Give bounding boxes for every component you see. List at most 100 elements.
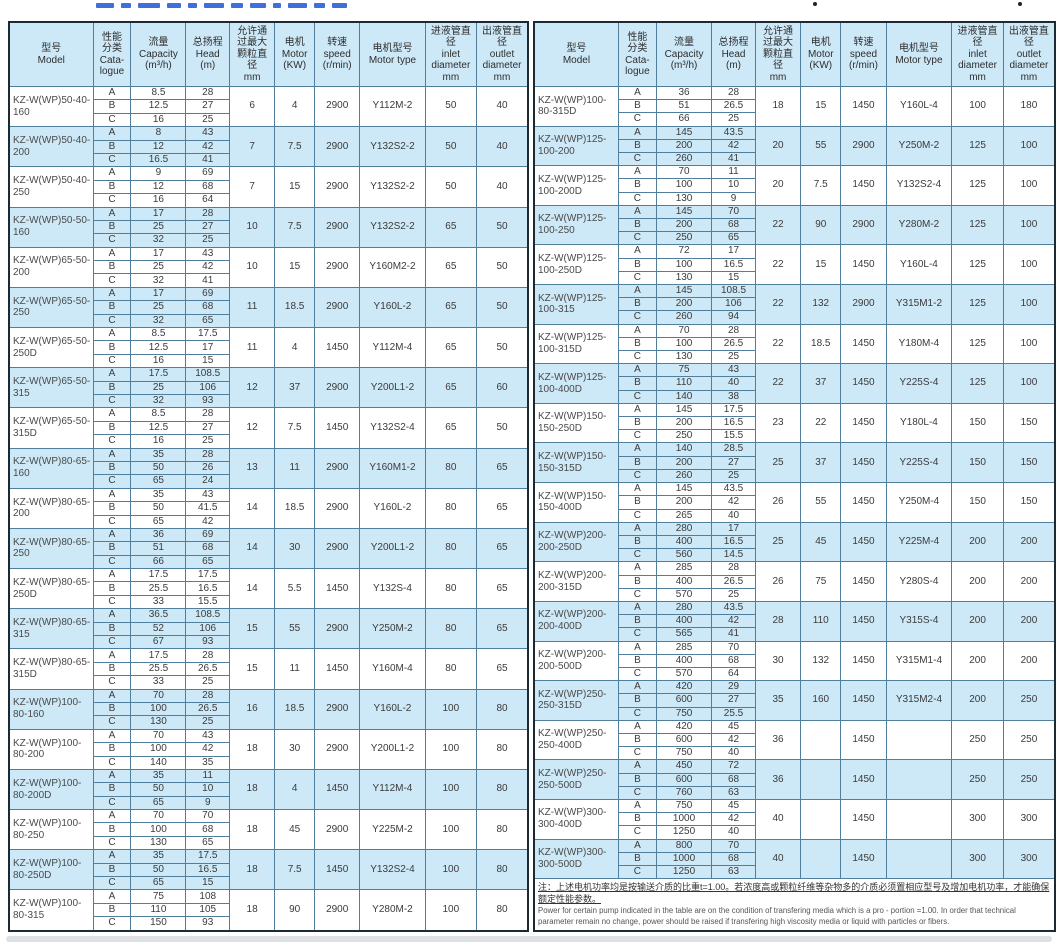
table-row: KZ-W(WP)100-80-315 A 75 108 18 90 2900 Y280M-2 1… — [8, 889, 529, 932]
model-cell: KZ-W(WP)65-50-315D — [8, 407, 94, 449]
outlet-cell: 100 — [1002, 244, 1056, 286]
capacity-cell: 570 — [655, 666, 713, 682]
motor-type-cell: Y180M-4 — [885, 323, 953, 365]
table-row: KZ-W(WP)200-200-315D A 285 28 26 75 1450 Y280S-… — [533, 561, 1056, 602]
speed-cell: 1450 — [840, 759, 887, 800]
model-cell: KZ-W(WP)100-80-315 — [8, 889, 94, 932]
capacity-cell: 285 — [655, 561, 713, 576]
capacity-cell: 70 — [655, 165, 713, 180]
col-header-model: 型号 Model — [8, 21, 94, 87]
inlet-cell: 150 — [951, 442, 1004, 484]
head-cell: 26.5 — [185, 661, 231, 677]
catalogue-cell: A — [92, 688, 132, 703]
catalogue-cell: C — [92, 715, 132, 730]
model-cell: KZ-W(WP)80-65-160 — [8, 447, 94, 489]
motor-type-cell: Y112M-2 — [359, 85, 426, 128]
capacity-cell: 9 — [130, 166, 187, 181]
head-cell: 68 — [711, 218, 756, 233]
head-cell: 42 — [185, 260, 231, 275]
table-row: B 52 106 — [9, 621, 528, 637]
motor-kw-cell: 30 — [274, 728, 316, 770]
head-cell: 25 — [711, 350, 756, 365]
head-cell: 10 — [185, 782, 231, 797]
table-row: KZ-W(WP)100-80-200 A 70 43 18 30 2900 Y200L1-2 1… — [8, 728, 529, 770]
head-cell: 17.5 — [185, 849, 231, 864]
motor-kw-cell: 18.5 — [274, 688, 316, 730]
table-row: KZ-W(WP)125-100-400D A 75 43 22 37 1450 Y225S-4… — [533, 363, 1056, 404]
catalogue-cell: B — [92, 300, 132, 315]
head-cell: 93 — [185, 393, 231, 409]
motor-kw-cell: 11 — [274, 648, 316, 690]
capacity-cell: 17 — [130, 206, 187, 221]
model-cell: KZ-W(WP)300-300-400D — [533, 798, 619, 840]
capacity-cell: 1000 — [655, 812, 713, 827]
table-row: C 140 38 — [534, 389, 1055, 404]
table-row: KZ-W(WP)200-200-400D A 280 43.5 28 110 1450 Y31… — [533, 600, 1056, 642]
catalogue-cell: A — [617, 125, 657, 140]
table-row: C 16 15 — [9, 353, 528, 369]
particle-cell: 22 — [754, 323, 802, 365]
catalogue-cell: B — [617, 574, 657, 589]
motor-type-cell: Y250M-4 — [885, 482, 953, 523]
speed-cell: 2900 — [314, 286, 361, 329]
capacity-cell: 65 — [130, 514, 187, 529]
catalogue-cell: A — [92, 527, 132, 543]
head-cell: 70 — [711, 204, 756, 220]
table-row: C 33 25 — [9, 675, 528, 690]
motor-type-cell: Y160M2-2 — [359, 246, 426, 288]
capacity-cell: 100 — [130, 822, 187, 837]
head-cell: 105 — [185, 902, 231, 918]
catalogue-cell: B — [617, 693, 657, 708]
catalogue-cell: A — [617, 680, 657, 695]
speed-cell: 2900 — [314, 367, 361, 409]
head-cell: 68 — [711, 851, 756, 866]
model-cell: KZ-W(WP)50-40-250 — [8, 166, 94, 208]
head-cell: 26 — [185, 460, 231, 476]
motor-type-cell: Y132S2-4 — [885, 165, 953, 206]
motor-kw-cell: 18.5 — [274, 286, 316, 329]
motor-type-cell — [885, 838, 953, 880]
head-cell: 65 — [711, 231, 756, 246]
outlet-cell: 65 — [476, 648, 529, 690]
motor-kw-cell: 15 — [274, 246, 316, 288]
motor-kw-cell: 5.5 — [274, 568, 316, 610]
motor-type-cell: Y112M-4 — [359, 768, 426, 811]
catalogue-cell: B — [617, 336, 657, 352]
motor-type-cell: Y180L-4 — [885, 402, 953, 444]
inlet-cell: 250 — [951, 759, 1004, 800]
motor-type-cell: Y160L-4 — [885, 86, 953, 127]
catalogue-cell: C — [92, 313, 132, 329]
catalogue-cell: A — [92, 568, 132, 583]
particle-cell: 13 — [229, 447, 276, 489]
catalogue-cell: C — [92, 273, 132, 288]
motor-type-cell: Y315M1-2 — [885, 284, 953, 325]
inlet-cell: 200 — [951, 680, 1004, 721]
capacity-cell: 260 — [655, 468, 713, 484]
model-cell: KZ-W(WP)65-50-250 — [8, 286, 94, 329]
inlet-cell: 125 — [951, 125, 1004, 167]
table-row: KZ-W(WP)80-65-315D A 17.5 28 15 11 1450 Y160M-4… — [8, 648, 529, 690]
model-cell: KZ-W(WP)80-65-250 — [8, 527, 94, 570]
capacity-cell: 600 — [655, 772, 713, 787]
capacity-cell: 130 — [655, 191, 713, 206]
model-cell: KZ-W(WP)125-100-200 — [533, 125, 619, 167]
inlet-cell: 250 — [951, 719, 1004, 761]
col-header-inlet: 进液管直 径 inlet diameter mm — [951, 21, 1004, 87]
capacity-cell: 420 — [655, 680, 713, 695]
catalogue-cell: A — [617, 521, 657, 536]
table-row: B 100 10 — [534, 178, 1055, 193]
particle-cell: 20 — [754, 165, 802, 206]
model-cell: KZ-W(WP)100-80-160 — [8, 688, 94, 730]
table-row: C 570 64 — [534, 666, 1055, 682]
col-header-particle: 允许通 过最大 颗粒直 径 mm — [229, 21, 276, 87]
catalogue-cell: A — [617, 165, 657, 180]
catalogue-cell: B — [617, 653, 657, 668]
catalogue-cell: C — [92, 835, 132, 851]
head-cell: 25 — [185, 233, 231, 248]
motor-kw-cell: 45 — [274, 809, 316, 851]
capacity-cell: 285 — [655, 640, 713, 655]
catalogue-cell: C — [92, 112, 132, 128]
head-cell: 27 — [711, 693, 756, 708]
speed-cell: 1450 — [840, 165, 887, 206]
outlet-cell: 180 — [1002, 86, 1056, 127]
